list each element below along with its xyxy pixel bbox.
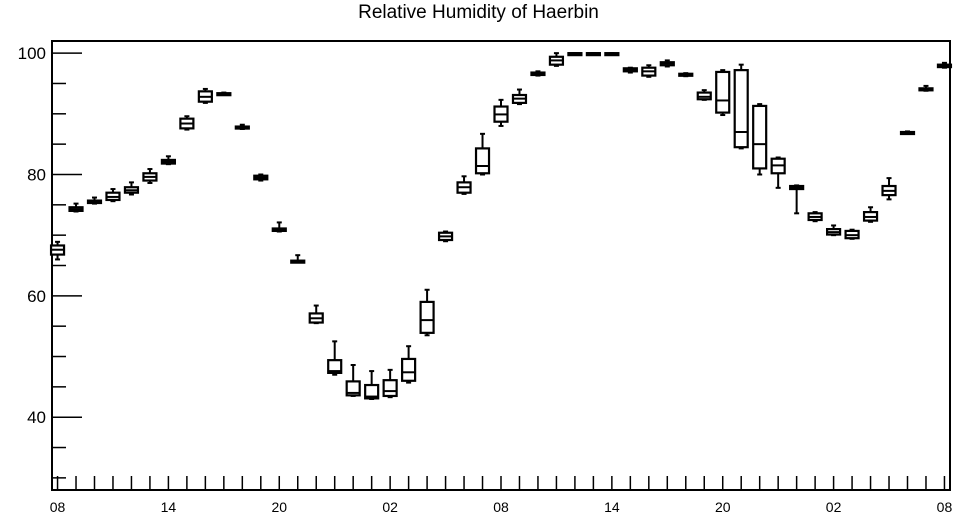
box-30 [604,52,620,57]
box-43 [844,228,860,240]
box-0 [49,240,66,261]
box-39 [770,156,786,189]
x-tick-label: 08 [50,499,66,515]
box-13 [290,254,306,264]
box-7 [179,115,195,131]
box-48 [936,61,953,69]
iqr-box [382,379,398,398]
iqr-box [752,104,768,170]
box-16 [345,364,361,397]
x-tick-label: 14 [161,499,177,515]
box-10 [234,123,250,130]
x-tick-label: 20 [715,499,731,515]
iqr-box [733,69,749,149]
box-12 [271,221,287,233]
box-42 [825,224,842,237]
box-19 [401,345,417,384]
iqr-box [715,70,731,114]
y-tick-label: 80 [27,165,46,184]
iqr-box [364,383,380,400]
box-18 [382,368,398,399]
box-41 [807,211,823,223]
box-37 [733,63,749,150]
box-40 [789,184,805,215]
box-24 [493,98,509,127]
box-5 [142,168,158,184]
box-9 [216,91,232,97]
box-33 [659,59,675,68]
x-tick-label: 02 [382,499,398,515]
y-tick-label: 60 [27,287,46,306]
box-21 [437,230,454,243]
box-11 [253,173,269,182]
box-36 [715,69,731,117]
box-31 [622,66,638,74]
box-17 [364,370,380,400]
box-46 [899,130,916,136]
box-27 [548,52,565,67]
iqr-box [401,357,417,382]
x-tick-label: 02 [826,499,842,515]
x-tick-label: 20 [271,499,287,515]
iqr-box [474,147,491,175]
chart-title: Relative Humidity of Haerbin [358,2,599,23]
box-45 [881,177,897,201]
y-tick-label: 40 [27,408,46,427]
y-tick-label: 100 [18,44,46,63]
box-23 [474,132,491,176]
x-tick-label: 08 [493,499,509,515]
box-34 [678,72,694,78]
x-axis: 08 14 20 02 08 14 20 02 08 [50,476,953,515]
box-47 [918,84,934,92]
box-4 [123,181,140,196]
box-series [49,52,953,400]
box-29 [585,52,601,57]
box-20 [419,288,435,337]
box-32 [641,64,657,78]
x-tick-label: 14 [604,499,620,515]
box-15 [327,340,343,376]
box-26 [530,70,546,77]
box-14 [308,304,324,325]
box-2 [86,196,103,205]
box-38 [752,103,768,176]
x-tick-label: 08 [937,499,953,515]
box-44 [862,206,879,223]
box-22 [456,175,472,195]
iqr-box [327,359,343,374]
box-25 [511,88,528,106]
y-axis: 40 60 80 100 [18,44,82,479]
box-1 [68,202,84,213]
box-3 [105,188,121,203]
iqr-box [345,380,361,397]
box-28 [567,52,583,57]
box-35 [696,89,712,101]
box-8 [197,87,213,104]
iqr-box [419,300,435,334]
box-6 [160,155,177,166]
